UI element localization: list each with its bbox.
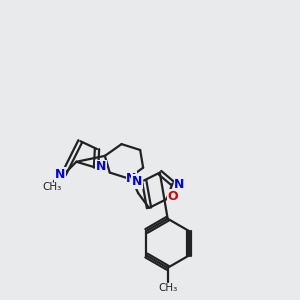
Text: N: N <box>55 168 65 181</box>
Text: O: O <box>167 190 178 202</box>
Text: N: N <box>96 160 106 173</box>
Text: N: N <box>174 178 184 191</box>
Text: CH₃: CH₃ <box>158 284 177 293</box>
Text: CH₃: CH₃ <box>42 182 62 192</box>
Text: N: N <box>126 172 136 185</box>
Text: N: N <box>132 175 142 188</box>
